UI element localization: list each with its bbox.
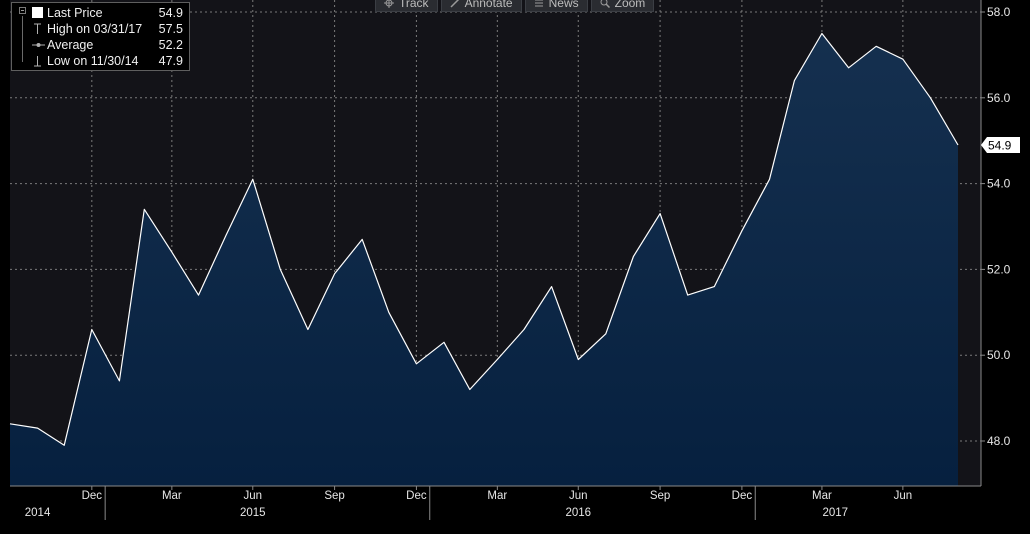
data-point (306, 328, 309, 331)
annotate-button[interactable]: Annotate (440, 0, 522, 12)
legend-tree-line (22, 16, 23, 62)
y-tick-label: 50.0 (987, 348, 1011, 362)
x-axis-ticks: Dec Mar Jun Sep Dec Mar Jun Sep Dec Mar Jun 2014 201… (25, 486, 912, 520)
chart-toolbar: Track Annotate News Zoom (375, 0, 655, 12)
news-icon (534, 0, 543, 7)
crosshair-icon (384, 0, 394, 8)
x-tick-label: Mar (812, 490, 832, 502)
data-point (415, 362, 418, 365)
y-tick-label: 56.0 (987, 91, 1011, 105)
data-point (604, 332, 607, 335)
data-point (9, 422, 12, 425)
data-point (63, 444, 66, 447)
data-point (523, 328, 526, 331)
data-point (170, 251, 173, 254)
data-point (847, 66, 850, 69)
data-point (361, 238, 364, 241)
x-tick-label: Mar (487, 490, 507, 502)
y-tick-label: 58.0 (987, 5, 1011, 19)
legend-low[interactable]: Low on 11/30/14 47.9 (12, 53, 189, 69)
legend-last-price-label: Last Price (47, 6, 103, 20)
x-tick-label: Dec (732, 490, 753, 502)
low-marker-icon (34, 56, 41, 67)
data-point (251, 178, 254, 181)
year-label: 2016 (565, 507, 591, 519)
data-point (496, 358, 499, 361)
data-point (632, 255, 635, 258)
x-tick-label: Dec (82, 490, 103, 502)
legend-last-price[interactable]: Last Price 54.9 (12, 5, 189, 21)
data-point (468, 388, 471, 391)
data-point (90, 328, 93, 331)
data-point (197, 294, 200, 297)
data-point (875, 45, 878, 48)
data-point (686, 294, 689, 297)
y-tick-label: 52.0 (987, 262, 1011, 276)
data-point (143, 208, 146, 211)
series-area (10, 33, 958, 486)
x-tick-label: Sep (324, 490, 344, 502)
y-tick-label: 48.0 (987, 434, 1011, 448)
square-swatch-icon (32, 7, 43, 18)
year-label: 2014 (25, 507, 51, 519)
year-label: 2015 (240, 507, 266, 519)
data-point (820, 32, 823, 35)
data-point (901, 58, 904, 61)
data-point (768, 178, 771, 181)
zoom-button-label: Zoom (614, 0, 646, 10)
x-tick-label: Jun (244, 490, 263, 502)
data-point (333, 272, 336, 275)
track-button[interactable]: Track (375, 0, 438, 12)
data-point (442, 341, 445, 344)
high-marker-icon (34, 23, 41, 34)
legend-low-value: 47.9 (158, 54, 183, 68)
legend-average[interactable]: Average 52.2 (12, 37, 189, 53)
data-point (659, 212, 662, 215)
annotate-button-label: Annotate (464, 0, 513, 10)
data-point (577, 358, 580, 361)
year-label: 2017 (822, 507, 848, 519)
x-tick-label: Mar (162, 490, 182, 502)
magnifier-icon (600, 0, 610, 8)
legend-last-price-value: 54.9 (158, 6, 183, 20)
news-button-label: News (548, 0, 579, 10)
last-price-tag-label: 54.9 (988, 138, 1012, 152)
pencil-icon (450, 0, 459, 8)
legend-high-label: High on 03/31/17 (47, 22, 143, 36)
data-point (957, 143, 960, 146)
data-point (929, 96, 932, 99)
average-marker-icon (32, 43, 45, 47)
series-line (9, 32, 959, 446)
x-tick-label: Dec (406, 490, 427, 502)
legend-high[interactable]: High on 03/31/17 57.5 (12, 21, 189, 37)
legend-average-label: Average (47, 38, 94, 52)
y-tick-label: 54.0 (987, 177, 1011, 191)
data-point (36, 427, 39, 430)
y-axis-ticks: 48.0 50.0 52.0 54.0 56.0 58.0 (981, 5, 1011, 448)
legend-low-label: Low on 11/30/14 (47, 54, 139, 68)
data-point (793, 79, 796, 82)
legend-high-value: 57.5 (158, 22, 183, 36)
data-point (118, 379, 121, 382)
data-point (550, 285, 553, 288)
data-point (225, 234, 228, 237)
x-tick-label: Jun (569, 490, 588, 502)
x-tick-label: Jun (894, 490, 913, 502)
collapse-icon[interactable] (19, 7, 26, 14)
news-button[interactable]: News (524, 0, 588, 12)
data-point (279, 268, 282, 271)
last-price-tag: 54.9 (981, 136, 1020, 153)
legend-average-value: 52.2 (158, 38, 183, 52)
data-point (387, 311, 390, 314)
chart-legend: Last Price 54.9 High on 03/31/17 57.5 Av… (11, 2, 190, 71)
track-button-label: Track (399, 0, 429, 10)
data-point (740, 229, 743, 232)
data-point (713, 285, 716, 288)
x-tick-label: Sep (650, 490, 670, 502)
zoom-button[interactable]: Zoom (590, 0, 655, 12)
